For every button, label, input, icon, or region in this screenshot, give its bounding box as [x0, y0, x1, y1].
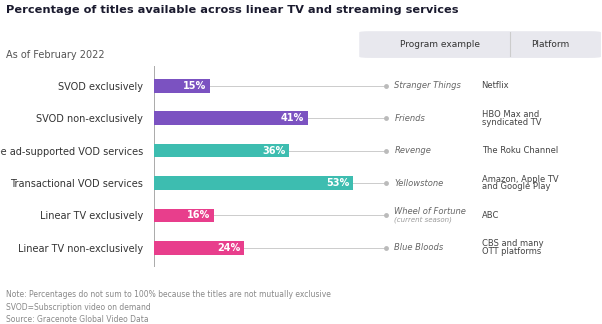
- Text: Source: Gracenote Global Video Data: Source: Gracenote Global Video Data: [6, 315, 149, 324]
- Text: Stranger Things: Stranger Things: [394, 81, 461, 90]
- Text: Blue Bloods: Blue Bloods: [394, 243, 444, 252]
- Text: 16%: 16%: [187, 211, 210, 220]
- Text: Yellowstone: Yellowstone: [394, 179, 444, 188]
- Text: CBS and many: CBS and many: [482, 239, 543, 249]
- Text: Platform: Platform: [531, 40, 569, 49]
- Text: 36%: 36%: [262, 146, 285, 156]
- Text: 15%: 15%: [183, 81, 206, 91]
- Text: ABC: ABC: [482, 211, 499, 220]
- Text: Wheel of Fortune: Wheel of Fortune: [394, 207, 466, 216]
- Text: 41%: 41%: [281, 113, 304, 123]
- Text: 24%: 24%: [217, 243, 240, 253]
- Bar: [154, 176, 353, 190]
- Text: Friends: Friends: [394, 114, 425, 123]
- Text: HBO Max and: HBO Max and: [482, 110, 539, 119]
- Bar: [154, 111, 308, 125]
- Bar: [154, 209, 214, 222]
- Text: The Roku Channel: The Roku Channel: [482, 146, 558, 155]
- Text: SVOD=Subscription video on demand: SVOD=Subscription video on demand: [6, 303, 150, 312]
- Text: OTT platforms: OTT platforms: [482, 247, 541, 256]
- Text: Revenge: Revenge: [394, 146, 431, 155]
- Bar: [154, 241, 244, 255]
- Text: Amazon, Apple TV: Amazon, Apple TV: [482, 175, 558, 184]
- Bar: [154, 79, 210, 93]
- FancyBboxPatch shape: [359, 31, 601, 58]
- Text: 53%: 53%: [326, 178, 349, 188]
- Text: syndicated TV: syndicated TV: [482, 118, 541, 127]
- Text: (current season): (current season): [394, 216, 452, 223]
- Bar: [154, 144, 289, 157]
- Text: and Google Play: and Google Play: [482, 182, 550, 191]
- Text: As of February 2022: As of February 2022: [6, 50, 105, 60]
- Text: Netflix: Netflix: [482, 81, 509, 90]
- Text: Note: Percentages do not sum to 100% because the titles are not mutually exclusi: Note: Percentages do not sum to 100% bec…: [6, 290, 331, 299]
- Text: Program example: Program example: [400, 40, 480, 49]
- Text: Percentage of titles available across linear TV and streaming services: Percentage of titles available across li…: [6, 5, 459, 15]
